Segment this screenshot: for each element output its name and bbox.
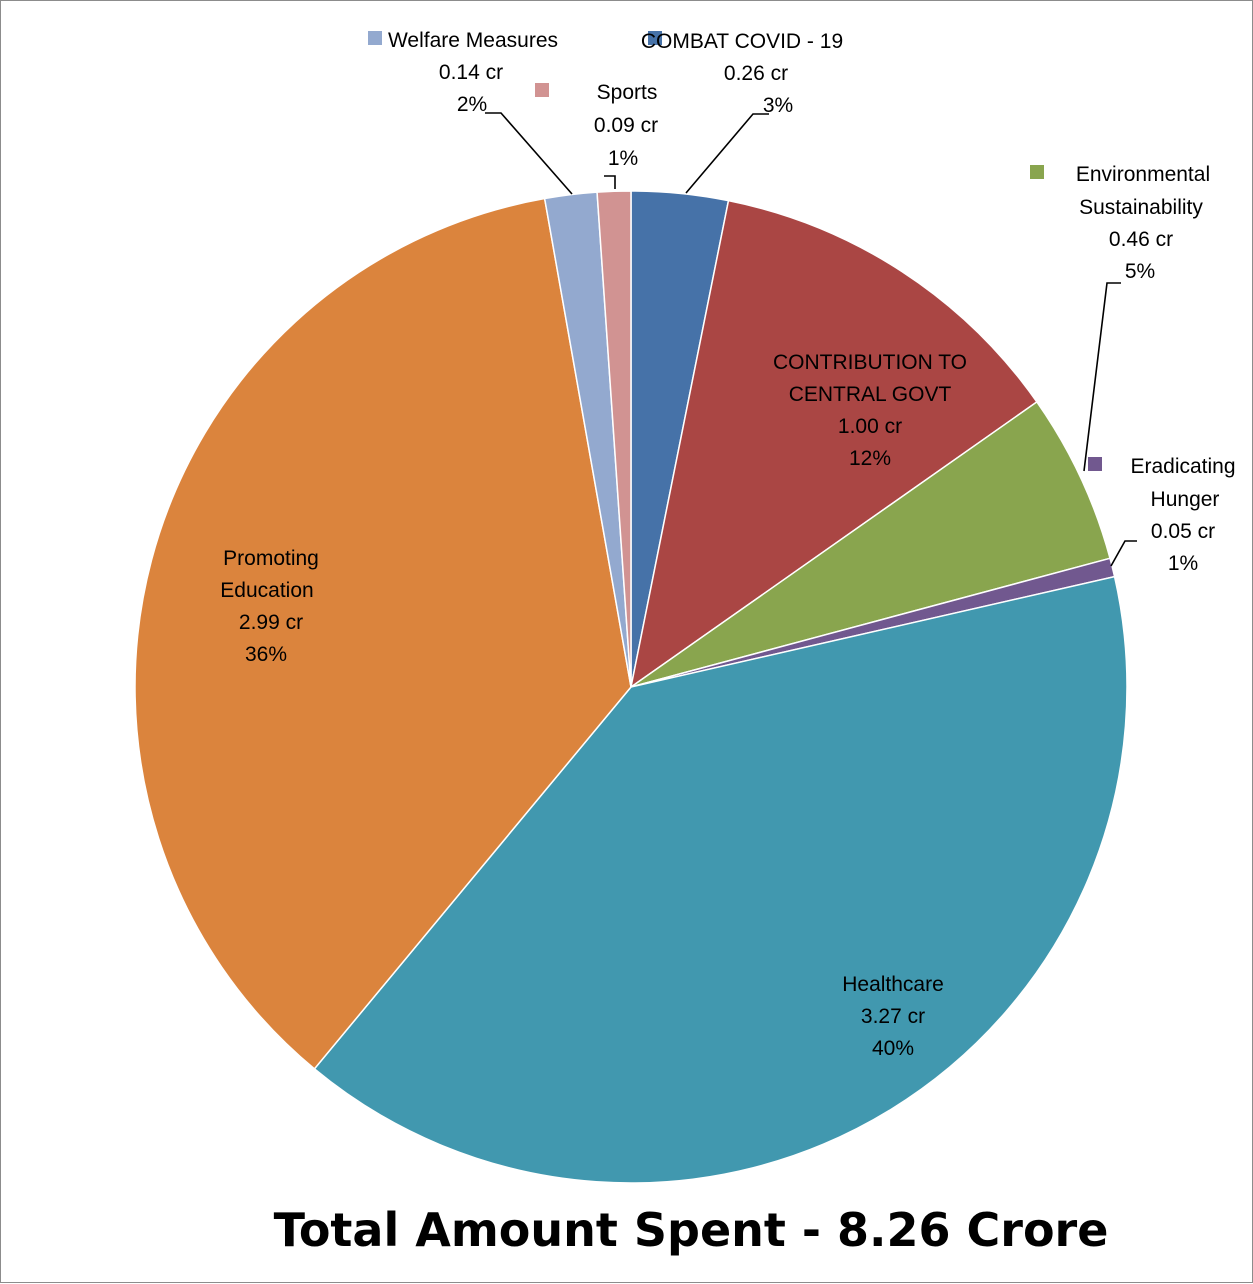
label-percent-contribution-to-central-govt: 12% xyxy=(849,447,891,470)
label-percent-welfare-measures: 2% xyxy=(457,93,487,116)
leader-line-environmental-sustainability xyxy=(1083,282,1121,472)
pie-slice-sports xyxy=(596,190,632,688)
label-name-2-environmental-sustainability: Sustainability xyxy=(1079,196,1203,219)
leader-lines xyxy=(485,112,1137,567)
pie-slice-contribution-to-central-govt xyxy=(629,199,1038,689)
label-name-2-promoting-education: Education xyxy=(220,579,313,602)
label-name-1-combat-covid-19: COMBAT COVID - 19 xyxy=(641,30,843,53)
pie-slice-promoting-education xyxy=(134,197,632,1070)
label-value-healthcare: 3.27 cr xyxy=(861,1005,925,1028)
label-name-1-environmental-sustainability: Environmental xyxy=(1076,163,1210,186)
chart-title: Total Amount Spent - 8.26 Crore xyxy=(274,1203,1109,1257)
label-value-combat-covid-19: 0.26 cr xyxy=(724,62,788,85)
label-percent-environmental-sustainability: 5% xyxy=(1125,260,1155,283)
label-name-1-promoting-education: Promoting xyxy=(223,547,319,570)
label-name-1-welfare-measures: Welfare Measures xyxy=(388,29,558,52)
label-percent-healthcare: 40% xyxy=(872,1037,914,1060)
label-name-2-contribution-to-central-govt: CENTRAL GOVT xyxy=(789,383,952,406)
leader-line-welfare-measures xyxy=(485,112,573,195)
label-value-welfare-measures: 0.14 cr xyxy=(439,61,503,84)
legend-key-sports xyxy=(535,83,549,97)
legend-key-combat-covid-19 xyxy=(648,31,662,45)
label-name-1-contribution-to-central-govt: CONTRIBUTION TO xyxy=(773,351,967,374)
leader-line-combat-covid-19 xyxy=(685,113,769,194)
legend-key-eradicating-hunger xyxy=(1088,457,1102,471)
label-value-environmental-sustainability: 0.46 cr xyxy=(1109,228,1173,251)
label-name-1-sports: Sports xyxy=(597,81,658,104)
leader-line-sports xyxy=(604,175,616,189)
label-value-contribution-to-central-govt: 1.00 cr xyxy=(838,415,902,438)
pie-slice-environmental-sustainability xyxy=(630,400,1111,688)
label-value-sports: 0.09 cr xyxy=(594,114,658,137)
label-percent-promoting-education: 36% xyxy=(245,643,287,666)
pie-slices xyxy=(134,190,1128,1184)
label-name-1-healthcare: Healthcare xyxy=(842,973,944,996)
pie-slice-healthcare xyxy=(313,575,1128,1184)
label-name-2-eradicating-hunger: Hunger xyxy=(1151,488,1220,511)
leader-line-eradicating-hunger xyxy=(1110,540,1137,567)
legend-key-welfare-measures xyxy=(368,31,382,45)
label-value-promoting-education: 2.99 cr xyxy=(239,611,303,634)
label-percent-eradicating-hunger: 1% xyxy=(1168,552,1198,575)
label-name-1-eradicating-hunger: Eradicating xyxy=(1130,455,1235,478)
label-value-eradicating-hunger: 0.05 cr xyxy=(1151,520,1215,543)
legend-key-environmental-sustainability xyxy=(1030,165,1044,179)
slice-labels: COMBAT COVID - 19 0.26 cr 3% CONTRIBUTION T… xyxy=(220,29,1235,1060)
label-percent-sports: 1% xyxy=(608,147,638,170)
label-percent-combat-covid-19: 3% xyxy=(763,94,793,117)
